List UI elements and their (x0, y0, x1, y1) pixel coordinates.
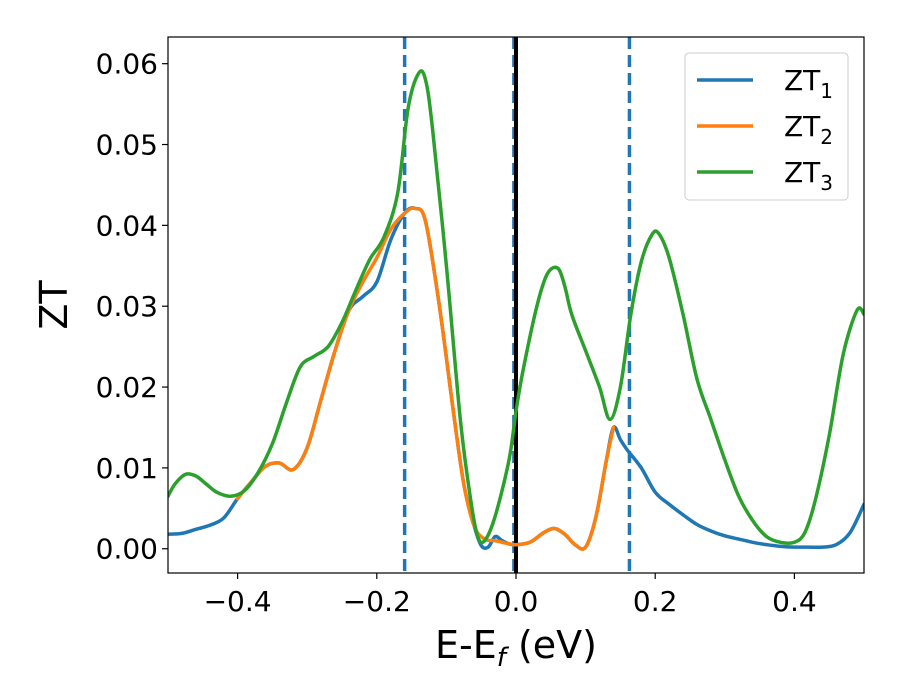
y-tick-label: 0.06 (96, 48, 158, 81)
legend-box (684, 52, 849, 201)
x-axis: −0.4 −0.2 0.0 0.2 0.4 (204, 573, 817, 618)
x-tick-label: −0.2 (343, 585, 411, 618)
y-tick-label: 0.01 (96, 452, 158, 485)
y-tick-label: 0.02 (96, 371, 158, 404)
x-tick-label: 0.4 (772, 585, 817, 618)
legend: ZT1 ZT2 ZT3 (684, 52, 849, 201)
x-tick-label: −0.4 (204, 585, 272, 618)
legend-label-zt3: ZT3 (784, 156, 833, 195)
x-tick-label: 0.2 (633, 585, 678, 618)
legend-label-zt2: ZT2 (784, 110, 833, 149)
y-tick-label: 0.03 (96, 290, 158, 323)
y-axis-label: ZT (32, 280, 76, 330)
y-tick-label: 0.04 (96, 209, 158, 242)
series-lines (168, 69, 864, 551)
series-line-zt2 (235, 206, 616, 551)
y-axis: 0.00 0.01 0.02 0.03 0.04 0.05 0.06 (96, 48, 168, 566)
x-axis-label: E-Ef (eV) (435, 623, 597, 673)
y-tick-label: 0.05 (96, 129, 158, 162)
y-tick-label: 0.00 (96, 533, 158, 566)
legend-label-zt1: ZT1 (784, 64, 833, 103)
x-tick-label: 0.0 (494, 585, 539, 618)
reference-lines (402, 37, 632, 573)
series-line-zt3 (168, 69, 864, 545)
